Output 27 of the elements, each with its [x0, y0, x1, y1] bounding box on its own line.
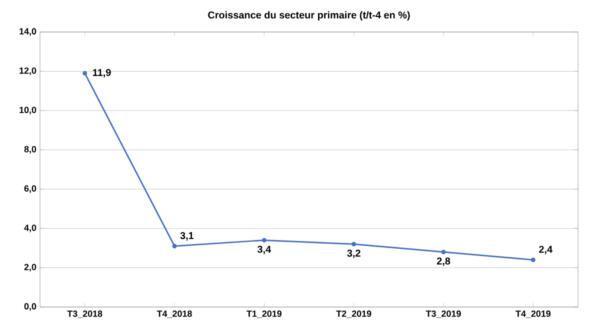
- y-tick-label: 4,0: [24, 224, 36, 232]
- y-tick-label: 8,0: [24, 146, 36, 154]
- point: [352, 242, 356, 246]
- y-tick-label: 2,0: [24, 264, 36, 272]
- point: [530, 258, 536, 262]
- point: [262, 238, 266, 242]
- x-tick-label: T4_2018: [156, 310, 192, 318]
- x-tick-label: T1_2019: [246, 310, 282, 318]
- data-label: 3,1: [180, 232, 194, 241]
- chart-title: Croissance du secteur primaire (t/t-4 en %): [208, 11, 410, 20]
- point: [172, 244, 177, 248]
- data-label: 2,4: [539, 246, 552, 254]
- y-tick-label: 10,0: [20, 106, 36, 114]
- data-label: 11,9: [92, 69, 111, 78]
- point: [82, 71, 88, 76]
- data-label: 3,2: [347, 250, 360, 258]
- y-tick-label: 0,0: [24, 303, 36, 311]
- y-tick-label: 6,0: [24, 185, 36, 193]
- y-tick-label: 12,0: [20, 67, 36, 76]
- x-tick-label: T3_2018: [67, 310, 102, 318]
- data-label: 2,8: [436, 258, 450, 266]
- x-tick-label: T2_2019: [336, 310, 372, 318]
- y-tick-label: 14,0: [20, 28, 36, 36]
- point: [441, 250, 446, 254]
- x-tick-label: T4_2019: [516, 310, 551, 318]
- x-tick-label: T3_2019: [426, 310, 461, 318]
- data-label: 3,4: [257, 246, 272, 254]
